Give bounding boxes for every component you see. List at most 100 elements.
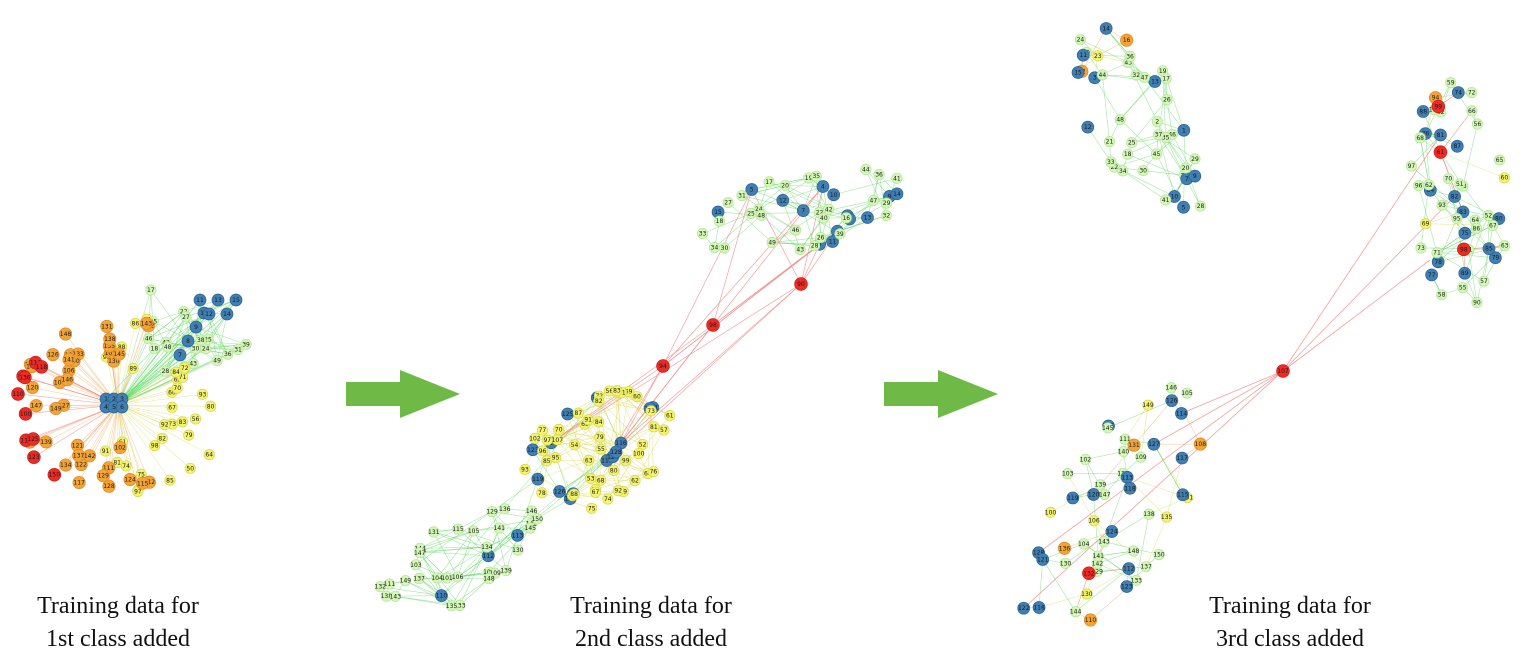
node-circle bbox=[1117, 165, 1129, 177]
node-label: 25 bbox=[1128, 140, 1136, 147]
graph-node: 82 bbox=[156, 432, 168, 444]
node-circle bbox=[706, 318, 720, 332]
graph-edge bbox=[1171, 134, 1196, 177]
node-label: 2 bbox=[112, 396, 116, 403]
node-circle bbox=[1081, 588, 1093, 600]
node-label: 17 bbox=[765, 179, 773, 186]
node-label: 28 bbox=[1197, 203, 1205, 210]
graph-node: 68 bbox=[1414, 132, 1426, 144]
graph-node: 86 bbox=[129, 317, 141, 330]
graph-node: 40 bbox=[818, 212, 830, 224]
graph-node: 48 bbox=[1114, 114, 1126, 126]
node-label: 35 bbox=[812, 173, 820, 180]
node-circle bbox=[1143, 508, 1155, 520]
graph-node: 59 bbox=[1445, 77, 1457, 89]
graph-edge bbox=[1122, 170, 1175, 197]
graph-node: 105 bbox=[1181, 387, 1193, 399]
graph-node: 28 bbox=[1194, 200, 1207, 212]
node-circle bbox=[568, 488, 580, 500]
node-label: 120 bbox=[1088, 491, 1100, 498]
node-label: 97 bbox=[543, 437, 551, 444]
node-label: 118 bbox=[1124, 485, 1136, 492]
graph-node: 4 bbox=[816, 180, 830, 193]
node-label: 102 bbox=[1080, 456, 1092, 463]
graph-node: 106 bbox=[452, 571, 463, 583]
graph-node: 50 bbox=[184, 462, 196, 474]
node-label: 82 bbox=[595, 398, 603, 405]
graph-node: 9 bbox=[1188, 169, 1202, 183]
node-circle bbox=[1062, 468, 1074, 480]
node-label: 10 bbox=[830, 192, 838, 199]
node-label: 62 bbox=[1425, 182, 1433, 189]
graph-edge bbox=[1098, 550, 1134, 557]
node-label: 128 bbox=[103, 483, 115, 490]
node-circle bbox=[1499, 240, 1511, 252]
node-circle bbox=[629, 475, 641, 487]
graph-edge bbox=[492, 511, 538, 520]
node-circle bbox=[713, 215, 726, 227]
graph-node: 148 bbox=[483, 573, 495, 585]
node-circle bbox=[658, 424, 670, 436]
node-label: 30 bbox=[192, 345, 200, 352]
graph-edge bbox=[78, 404, 119, 456]
graph-node: 14 bbox=[1099, 22, 1113, 35]
graph-node: 143 bbox=[139, 316, 153, 330]
node-label: 24 bbox=[1077, 37, 1085, 44]
node-circle bbox=[531, 472, 545, 486]
node-label: 68 bbox=[1416, 135, 1424, 142]
graph-edge bbox=[650, 410, 654, 472]
node-label: 80 bbox=[1495, 216, 1503, 223]
node-label: 92 bbox=[161, 422, 169, 429]
graph-node: 79 bbox=[183, 429, 195, 441]
graph-edge bbox=[1282, 259, 1431, 372]
node-label: 109 bbox=[489, 570, 501, 577]
node-circle bbox=[890, 187, 904, 201]
graph-node: 86 bbox=[1470, 222, 1482, 235]
node-label: 135 bbox=[1161, 514, 1173, 521]
right-arrow-icon bbox=[884, 370, 998, 418]
node-label: 70 bbox=[555, 426, 563, 433]
node-label: 108 bbox=[1195, 441, 1207, 448]
graph-edge bbox=[833, 177, 897, 196]
node-label: 105 bbox=[1181, 390, 1193, 397]
node-circle bbox=[431, 572, 443, 584]
node-label: 130 bbox=[1081, 591, 1093, 598]
graph-node: 57 bbox=[1478, 275, 1490, 287]
graph-edge bbox=[1080, 39, 1129, 63]
node-label: 53 bbox=[587, 475, 595, 482]
node-circle bbox=[1088, 515, 1100, 527]
graph-node: 145 bbox=[112, 347, 126, 361]
graph-edge bbox=[741, 195, 796, 231]
node-circle bbox=[100, 445, 112, 457]
graph-node: 5 bbox=[1177, 200, 1190, 214]
node-label: 30 bbox=[721, 245, 729, 252]
graph-edge bbox=[1124, 405, 1149, 440]
graph-node: 125 bbox=[561, 407, 574, 421]
node-label: 81 bbox=[650, 424, 658, 431]
node-label: 107 bbox=[105, 350, 117, 357]
node-label: 104 bbox=[54, 380, 66, 387]
graph-node: 92 bbox=[159, 418, 171, 431]
node-circle bbox=[664, 410, 676, 422]
graph-edge bbox=[1114, 153, 1157, 168]
graph-node: 82 bbox=[593, 395, 605, 407]
graph-node: 11 bbox=[826, 235, 839, 248]
graph-edge bbox=[702, 213, 752, 234]
node-label: 123 bbox=[28, 454, 40, 461]
node-label: 36 bbox=[1126, 53, 1134, 60]
node-label: 31 bbox=[738, 193, 746, 200]
node-circle bbox=[481, 541, 493, 553]
node-label: 36 bbox=[875, 172, 883, 179]
node-label: 88 bbox=[570, 491, 578, 498]
node-label: 43 bbox=[796, 247, 804, 254]
node-label: 134 bbox=[60, 462, 72, 469]
node-label: 116 bbox=[1033, 604, 1045, 611]
graph-node: 97 bbox=[1405, 160, 1417, 172]
graph-node: 104 bbox=[431, 572, 443, 584]
node-label: 138 bbox=[1143, 511, 1155, 518]
node-circle bbox=[569, 439, 581, 451]
graph-node: 97 bbox=[541, 434, 553, 446]
node-label: 115 bbox=[137, 480, 149, 487]
node-label: 142 bbox=[1092, 560, 1104, 567]
node-label: 13 bbox=[214, 297, 222, 304]
